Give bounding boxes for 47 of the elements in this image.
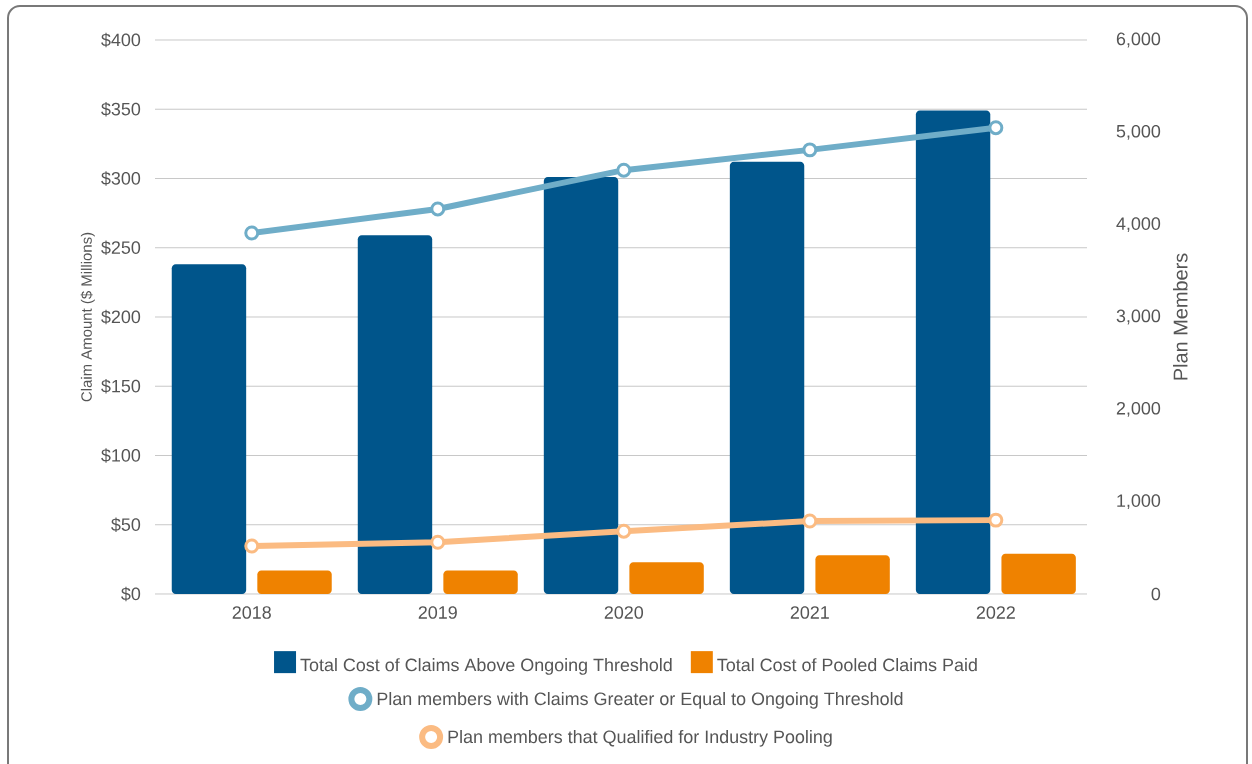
point — [244, 538, 260, 554]
y2-tick-label: 2,000 — [1116, 401, 1161, 417]
point — [988, 512, 1004, 528]
legend-label: Plan members that Qualified for Industry Pooling — [448, 729, 832, 747]
x-tick-label: 2018 — [232, 606, 271, 619]
y-tick-label: $300 — [101, 171, 141, 186]
y-tick-label: $250 — [101, 240, 141, 255]
x-tick-label: 2022 — [976, 606, 1015, 619]
bar — [729, 161, 805, 594]
bar — [443, 570, 518, 594]
y2-tick-label: 5,000 — [1116, 124, 1161, 140]
y-tick-label: $100 — [101, 448, 141, 463]
bar — [1001, 553, 1076, 594]
y-tick-label: $350 — [101, 101, 141, 117]
x-tick-label: 2020 — [604, 606, 644, 619]
bar — [543, 177, 619, 594]
point — [430, 534, 446, 550]
bar — [815, 555, 890, 594]
y2-tick-label: 4,000 — [1116, 217, 1161, 233]
point — [244, 225, 260, 241]
y-axis-title: Claim Amount ($ Millions) — [80, 232, 95, 402]
y2-tick-label: 1,000 — [1117, 494, 1161, 510]
y2-tick-label: 0 — [1151, 587, 1161, 601]
point — [802, 142, 818, 158]
legend-label: Total Cost of Pooled Claims Paid — [717, 658, 977, 672]
y2-tick-label: 3,000 — [1116, 309, 1161, 325]
bar — [357, 235, 433, 594]
point — [802, 513, 818, 529]
y2-axis-title: Plan Members — [1172, 253, 1188, 380]
y-tick-label: $400 — [101, 32, 141, 48]
bar — [257, 570, 332, 594]
x-tick-label: 2021 — [790, 606, 829, 619]
x-tick-label: 2019 — [418, 606, 457, 619]
y-tick-label: $0 — [121, 586, 141, 602]
point — [616, 162, 632, 178]
point — [616, 523, 632, 539]
y-tick-label: $150 — [101, 378, 141, 394]
bar — [171, 264, 247, 594]
y-tick-label: $50 — [111, 517, 141, 532]
bar — [915, 110, 991, 594]
legend-label: Total Cost of Claims Above Ongoing Threshold — [300, 658, 672, 675]
y-tick-label: $200 — [101, 309, 141, 325]
point — [988, 120, 1004, 136]
bar — [629, 562, 704, 594]
y2-tick-label: 6,000 — [1116, 32, 1161, 48]
legend-label: Plan members with Claims Greater or Equal to Ongoing Threshold — [377, 691, 903, 709]
point — [430, 201, 446, 217]
